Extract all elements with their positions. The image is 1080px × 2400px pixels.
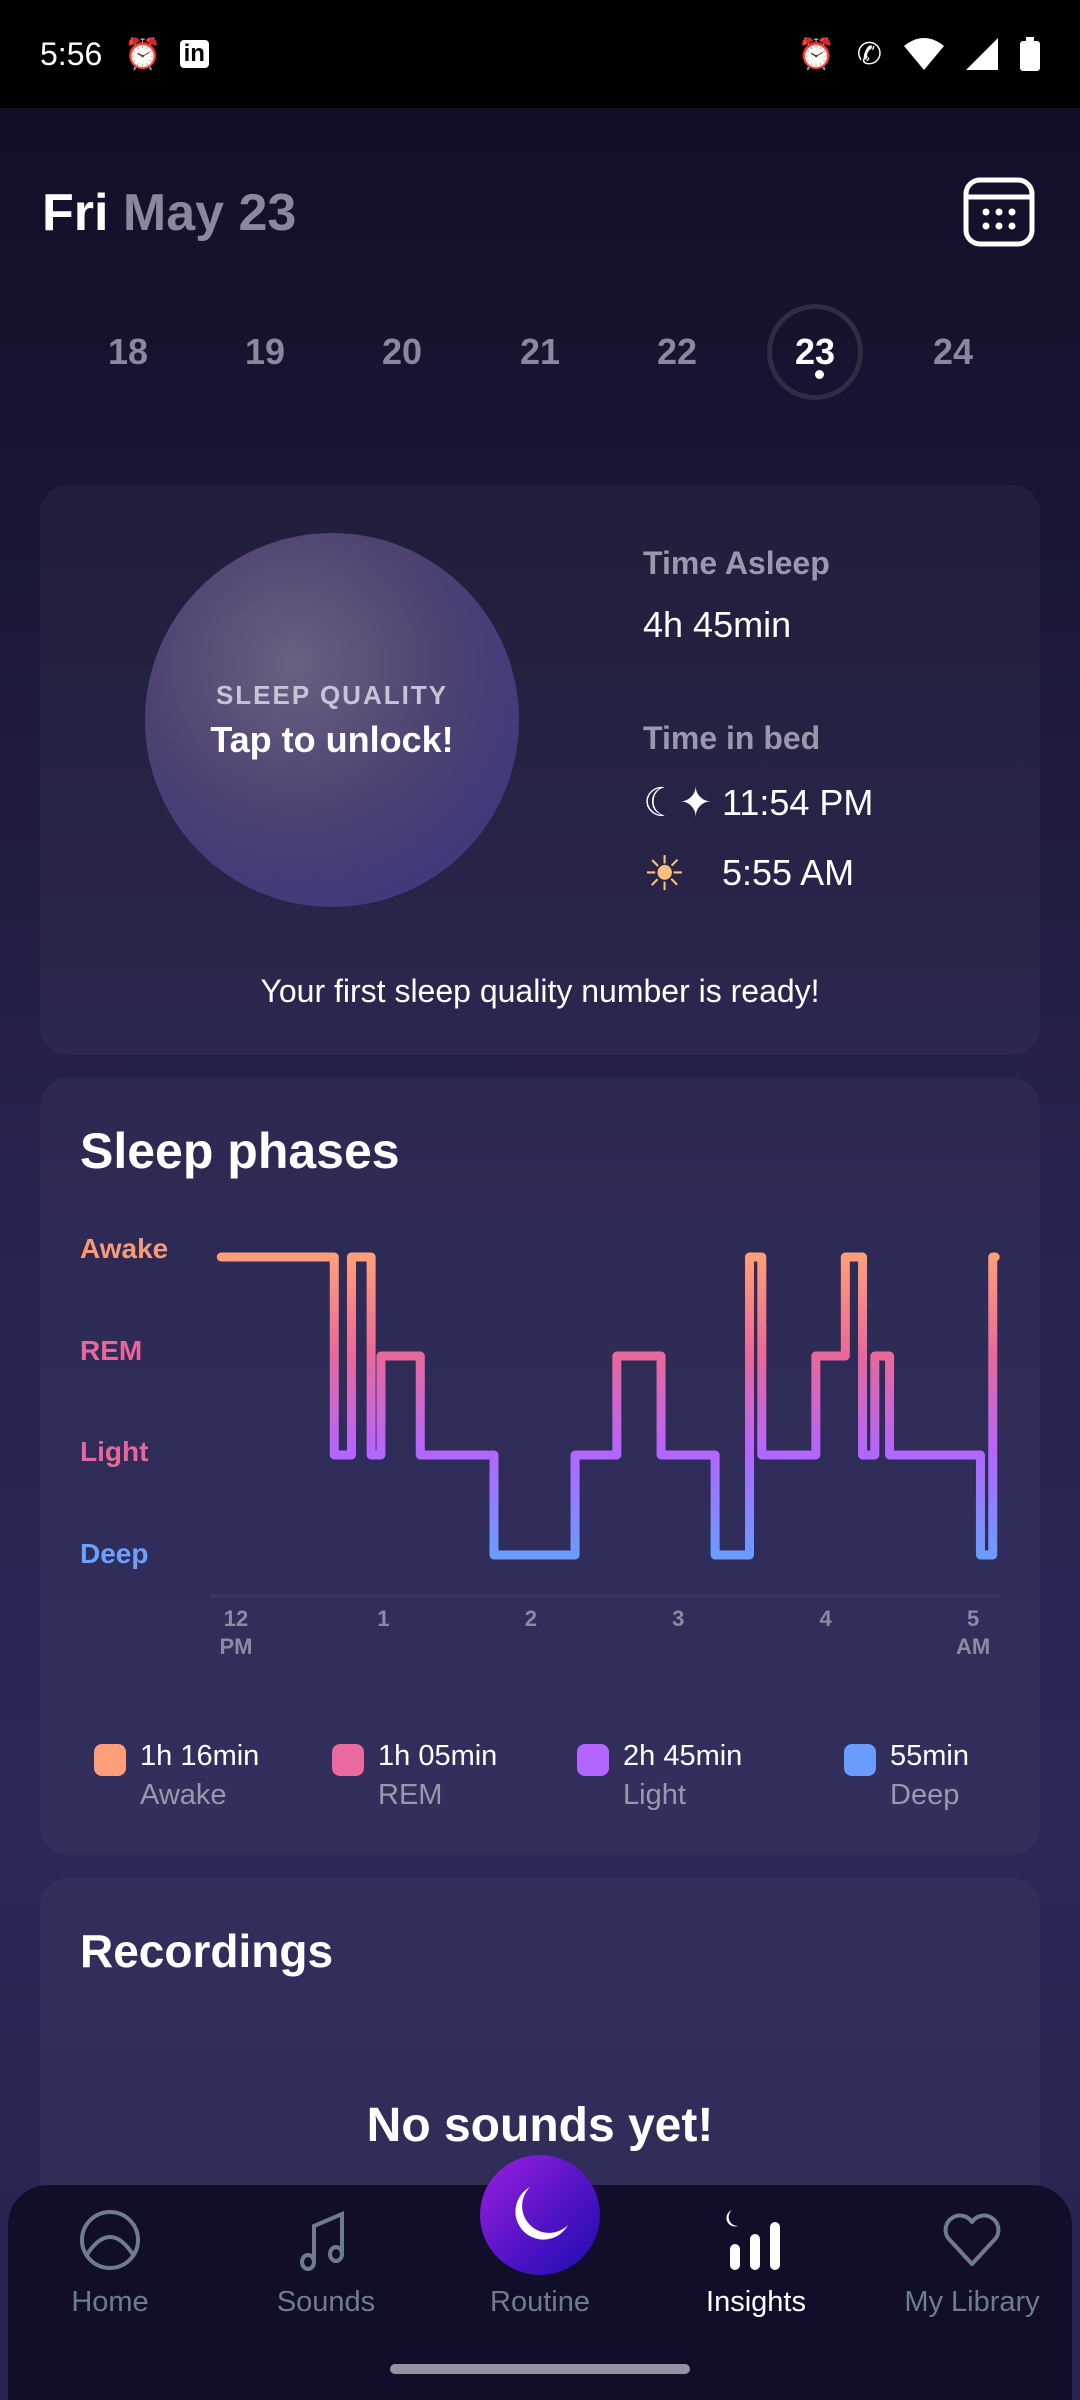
day-22[interactable]: 22 [656, 331, 698, 372]
routine-button[interactable] [480, 2155, 600, 2275]
legend-stage: REM [378, 1779, 443, 1811]
legend-duration: 55min [890, 1740, 969, 1772]
insights-icon [726, 2210, 780, 2270]
legend-stage: Light [623, 1779, 686, 1811]
status-bar: 5:56 ⏰ in ⏰ ✆ [0, 0, 1080, 108]
time-asleep-value: 4h 45min [643, 604, 792, 645]
x-tick-main: 5 [966, 1606, 980, 1631]
signal-icon [966, 38, 998, 70]
orb-action: Tap to unlock! [210, 718, 454, 760]
day-20[interactable]: 20 [381, 331, 423, 372]
x-tick: 12 PM [206, 1606, 266, 1660]
calendar-icon [963, 177, 1035, 247]
nav-sounds[interactable]: Sounds [226, 2208, 426, 2319]
x-tick: 4 [796, 1606, 856, 1634]
y-label-light: Light [80, 1436, 149, 1467]
moon-icon [515, 2187, 568, 2240]
time-asleep-label: Time Asleep [643, 545, 830, 581]
nav-routine[interactable]: Routine [440, 2286, 640, 2319]
legend-item-awake: 1h 16min Awake [94, 1740, 259, 1812]
x-tick: 1 [353, 1606, 413, 1634]
home-indicator[interactable] [390, 2364, 690, 2374]
home-icon [80, 2210, 140, 2270]
day-23[interactable]: 23 [767, 304, 863, 400]
wake-time-value: 5:55 AM [722, 852, 855, 893]
legend-stage: Deep [890, 1779, 960, 1811]
x-tick-main: 12 [223, 1606, 249, 1631]
nav-label: My Library [904, 2286, 1040, 2318]
legend-swatch [577, 1744, 609, 1776]
nav-home[interactable]: Home [10, 2208, 210, 2319]
sleep-phases-chart [210, 1252, 1000, 1598]
day-21[interactable]: 21 [519, 331, 561, 372]
sun-icon: ☀ [643, 848, 687, 901]
y-label-deep: Deep [80, 1538, 149, 1569]
x-tick: 5 AM [943, 1606, 1003, 1660]
recordings-title: Recordings [80, 1925, 334, 1977]
legend-duration: 2h 45min [623, 1740, 743, 1772]
legend-item-deep: 55min Deep [844, 1740, 969, 1812]
status-time: 5:56 [40, 35, 103, 72]
legend-item-rem: 1h 05min REM [332, 1740, 497, 1812]
y-label-awake: Awake [80, 1233, 169, 1264]
date: May 23 [122, 184, 297, 242]
sleep-phase-line [216, 1252, 1000, 1560]
legend-item-light: 2h 45min Light [577, 1740, 742, 1812]
legend-duration: 1h 16min [140, 1740, 260, 1772]
y-label-rem: REM [80, 1335, 143, 1366]
alarm-icon: ⏰ [124, 37, 162, 71]
nav-label: Sounds [276, 2286, 376, 2318]
bedtime-value: 11:54 PM [722, 782, 874, 823]
nav-label: Routine [490, 2286, 590, 2318]
legend-swatch [844, 1744, 876, 1776]
legend-swatch [332, 1744, 364, 1776]
nav-insights[interactable]: Insights [656, 2208, 856, 2319]
calendar-button[interactable] [963, 177, 1035, 247]
weekday: Fri [42, 184, 109, 242]
summary-footer: Your first sleep quality number is ready… [260, 973, 820, 1009]
time-in-bed-label: Time in bed [643, 720, 821, 756]
sleep-quality-orb[interactable]: SLEEP QUALITY Tap to unlock! [145, 533, 519, 907]
legend-swatch [94, 1744, 126, 1776]
sleep-phases-title: Sleep phases [80, 1123, 400, 1179]
x-tick-sub: PM [219, 1634, 253, 1659]
recordings-empty: No sounds yet! [366, 2099, 714, 2152]
alarm-icon: ⏰ [797, 37, 835, 71]
orb-label: SLEEP QUALITY [215, 679, 449, 710]
nav-my-library[interactable]: My Library [872, 2208, 1072, 2319]
x-tick-main: 2 [524, 1606, 537, 1631]
day-18[interactable]: 18 [107, 331, 149, 372]
x-tick-main: 4 [819, 1606, 832, 1631]
battery-icon [1020, 37, 1040, 71]
nav-label: Insights [706, 2286, 806, 2318]
wifi-calling-icon: ✆ [856, 37, 882, 71]
wifi-icon [904, 38, 944, 70]
heart-icon [943, 2213, 1001, 2266]
page-title: Fri May 23 [42, 183, 296, 243]
x-tick-main: 3 [672, 1606, 685, 1631]
moon-stars-icon: ☾✦ [643, 781, 713, 825]
x-tick: 2 [501, 1606, 561, 1634]
day-19[interactable]: 19 [244, 331, 286, 372]
x-tick-main: 1 [377, 1606, 390, 1631]
legend-stage: Awake [140, 1779, 227, 1811]
x-tick-sub: AM [955, 1634, 991, 1659]
music-note-icon [300, 2210, 344, 2271]
legend-duration: 1h 05min [378, 1740, 498, 1772]
x-tick: 3 [648, 1606, 708, 1634]
nav-label: Home [71, 2286, 149, 2318]
day-24[interactable]: 24 [932, 331, 974, 372]
linkedin-icon: in [179, 40, 209, 68]
